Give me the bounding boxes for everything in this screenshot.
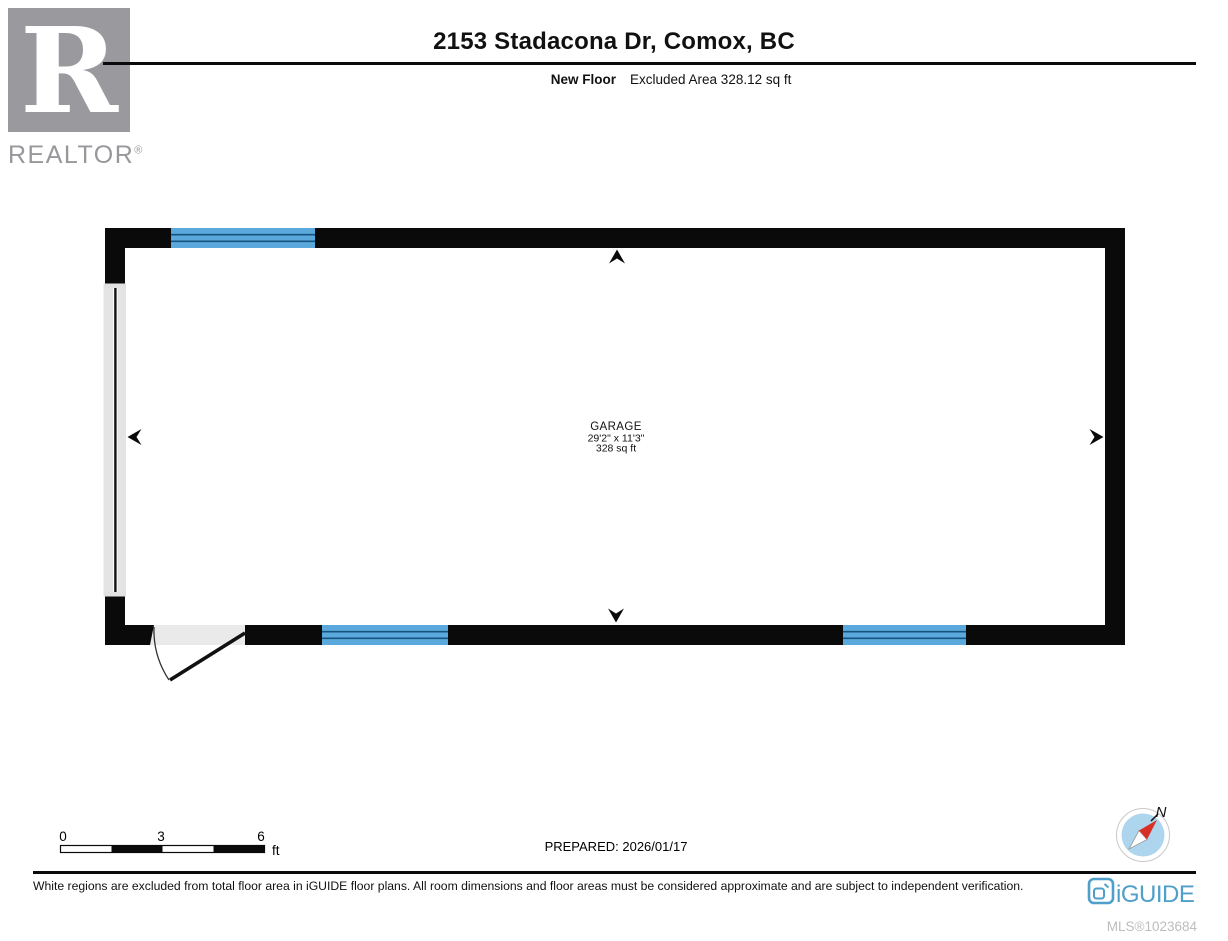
footer-disclaimer: White regions are excluded from total fl… (33, 879, 1024, 893)
iguide-icon (1087, 877, 1115, 905)
window-top (171, 228, 315, 248)
realtor-wordmark: REALTOR® (8, 141, 148, 170)
excluded-area-label: Excluded Area 328.12 sq ft (630, 72, 792, 87)
footer-divider (33, 871, 1196, 874)
compass-north-label: N (1156, 804, 1167, 821)
iguide-logo: iGUIDE (1087, 877, 1195, 908)
arrow-up-icon (609, 249, 625, 264)
room-dimensions: 29'2" x 11'3" (588, 433, 645, 445)
realtor-name-text: REALTOR (8, 141, 135, 169)
compass-icon: N (1116, 804, 1170, 862)
scale-tick-3: 3 (157, 829, 165, 844)
mls-number: MLS®1023684 (1107, 919, 1198, 934)
room-area: 328 sq ft (596, 443, 636, 455)
room-label: GARAGE 29'2" x 11'3" 328 sq ft (588, 421, 645, 455)
registered-mark: ® (134, 144, 143, 157)
realtor-letter: R (20, 8, 119, 132)
window-bottom-right (843, 625, 966, 645)
prepared-date: PREPARED: 2026/01/17 (545, 839, 688, 854)
room-name: GARAGE (590, 421, 642, 433)
arrow-down-icon (608, 608, 624, 623)
scale-tick-0: 0 (59, 829, 67, 844)
floor-label: New Floor (550, 72, 616, 87)
realtor-r-icon: R (8, 1, 130, 140)
man-door (150, 625, 246, 682)
arrow-right-icon (1089, 429, 1104, 445)
arrow-left-icon (127, 429, 142, 445)
garage-door (103, 283, 127, 597)
header-divider (103, 62, 1196, 65)
scale-unit: ft (272, 843, 280, 858)
door-swing-arc (153, 626, 170, 681)
page-title: 2153 Stadacona Dr, Comox, BC (433, 28, 795, 55)
compass-needle-tip (1139, 820, 1157, 840)
scale-bar: 0 3 6 ft (59, 829, 280, 858)
realtor-logo: R REALTOR® (8, 1, 148, 170)
door-leaf (169, 631, 246, 682)
scale-tick-6: 6 (257, 829, 265, 844)
window-bottom-left (322, 625, 448, 645)
iguide-wordmark: iGUIDE (1116, 881, 1194, 908)
